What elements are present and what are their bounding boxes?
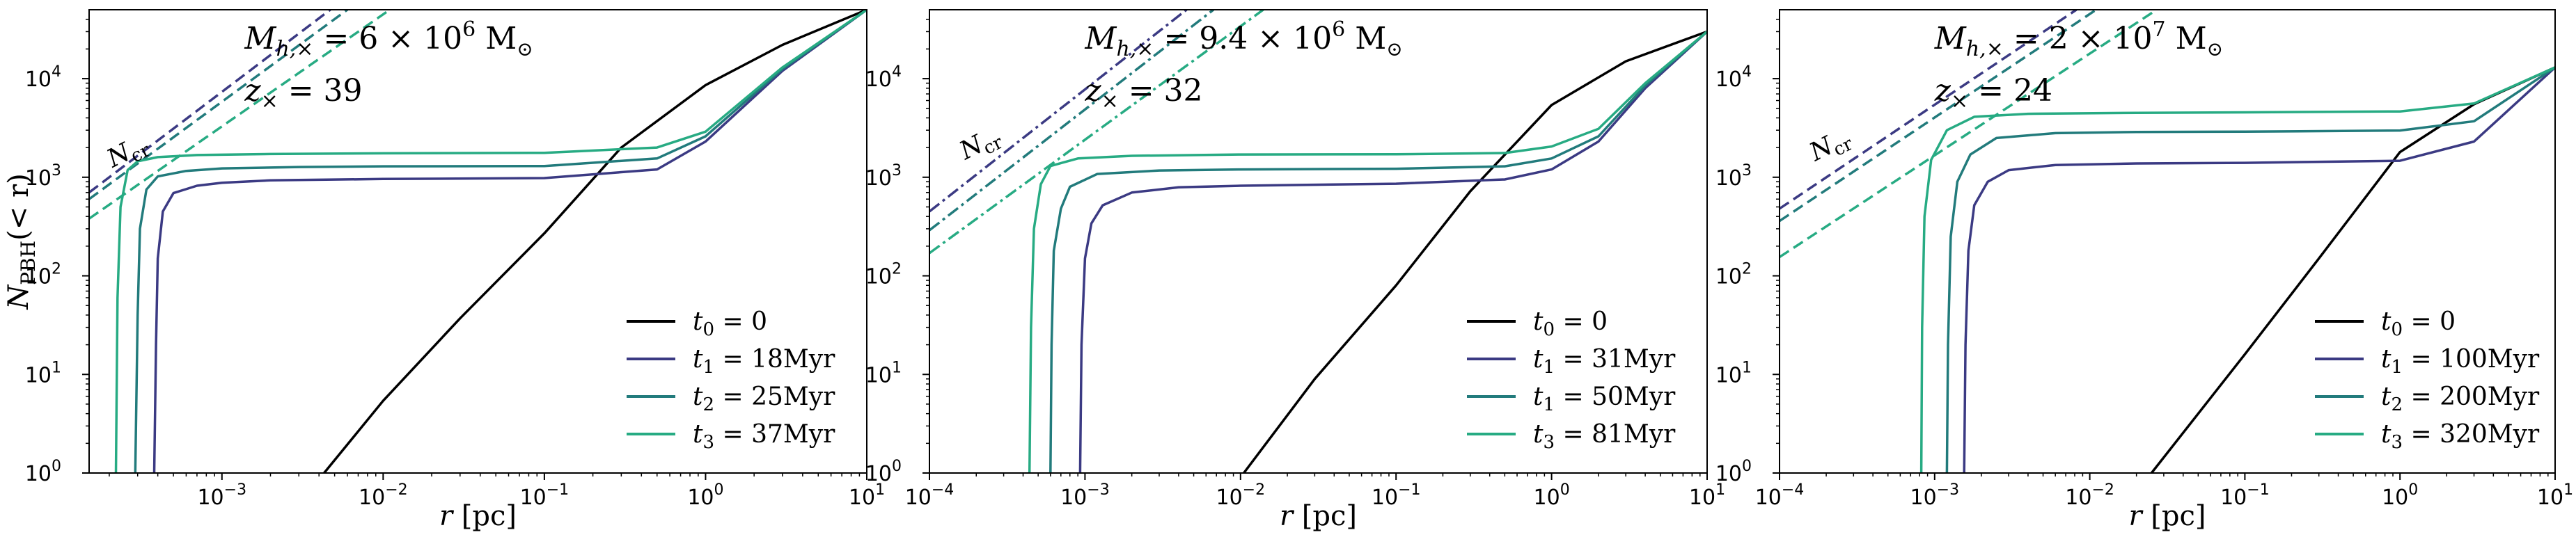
ncr-line-3 [89, 10, 391, 220]
redshift-annotation: z× = 32 [1084, 73, 1202, 113]
legend-entry-0: t0 = 0 [2381, 307, 2456, 340]
ncr-line-3 [1780, 10, 2158, 259]
x-tick-label: 10−3 [197, 481, 246, 510]
y-tick-label: 102 [865, 261, 902, 289]
legend-entry-1: t1 = 100Myr [2381, 345, 2540, 378]
y-tick-label: 103 [25, 162, 61, 191]
chart-panel-1: 10−3 10−2 10−1 100 101100101102103104NcrMh,×… [3, 9, 885, 532]
ncr-label: Ncr [955, 122, 1007, 170]
legend-entry-1: t1 = 31Myr [1533, 345, 1676, 378]
series-line-0 [2150, 66, 2555, 473]
redshift-annotation: z× = 39 [244, 73, 362, 113]
legend-entry-0: t0 = 0 [693, 307, 767, 340]
series-line-3 [1028, 31, 1707, 473]
x-tick-label: 10−3 [1910, 481, 1959, 510]
y-tick-label: 100 [25, 458, 61, 486]
ncr-label: Ncr [1805, 123, 1857, 171]
x-tick-label: 10−1 [520, 481, 570, 510]
legend-entry-3: t3 = 320Myr [2381, 420, 2540, 453]
ncr-line-1 [929, 10, 1188, 213]
redshift-annotation: z× = 24 [1934, 73, 2052, 113]
legend-entry-2: t2 = 25Myr [693, 383, 835, 415]
x-tick-label: 10−2 [2065, 481, 2114, 510]
chart-panel-2: 10−4 10−3 10−2 10−1 100 101 100 101 102 103 104 Ncr… [865, 9, 1725, 532]
plot-area [929, 10, 1707, 473]
legend-entry-0: t0 = 0 [1533, 307, 1608, 340]
y-tick-label: 103 [1715, 162, 1752, 191]
ncr-line-3 [929, 10, 1264, 255]
x-axis-label: r [pc] [1280, 500, 1357, 532]
y-tick-label: 100 [865, 458, 902, 486]
y-axis-label: NPBH(< r) [3, 173, 40, 310]
x-tick-label: 10−2 [359, 481, 408, 510]
legend-entry-1: t1 = 18Myr [693, 345, 835, 378]
x-tick-label: 101 [849, 481, 885, 510]
legend-entry-3: t3 = 37Myr [693, 420, 835, 453]
x-tick-label: 100 [2382, 481, 2418, 510]
y-tick-label: 101 [25, 359, 61, 387]
plot-frame [929, 9, 1708, 474]
ncr-line-1 [1780, 10, 2078, 210]
y-tick-label: 104 [1715, 63, 1752, 92]
legend-entry-3: t3 = 81Myr [1533, 420, 1676, 453]
series-line-0 [1243, 30, 1707, 473]
x-axis-label: r [pc] [2128, 500, 2206, 532]
series-line-2 [1049, 31, 1707, 473]
plot-frame [88, 9, 867, 474]
ncr-line-2 [1780, 10, 2097, 223]
plot-frame [1779, 9, 2556, 474]
y-tick-label: 103 [865, 162, 902, 191]
y-tick-label: 102 [25, 261, 61, 289]
legend-entry-2: t1 = 50Myr [1533, 383, 1676, 415]
x-tick-label: 10−4 [905, 481, 955, 510]
series-line-1 [152, 10, 867, 473]
series-line-2 [134, 10, 867, 473]
x-tick-label: 10−1 [1372, 481, 1421, 510]
y-tick-label: 101 [1715, 359, 1752, 387]
x-tick-label: 100 [1534, 481, 1570, 510]
x-tick-label: 101 [1689, 481, 1725, 510]
series-line-0 [323, 10, 867, 473]
x-tick-label: 10−4 [1755, 481, 1805, 510]
legend-entry-2: t2 = 200Myr [2381, 383, 2540, 415]
ncr-line-1 [89, 10, 331, 194]
series-line-3 [1919, 66, 2555, 473]
x-tick-label: 10−2 [1216, 481, 1265, 510]
y-tick-label: 100 [1715, 458, 1752, 486]
mass-annotation: Mh,× = 6 × 106 M⊙ [244, 17, 533, 61]
y-tick-label: 104 [25, 63, 61, 92]
x-axis-label: r [pc] [439, 500, 517, 532]
series-line-1 [1078, 31, 1707, 473]
series-line-1 [1963, 66, 2555, 473]
mass-annotation: Mh,× = 2 × 107 M⊙ [1934, 17, 2223, 61]
y-tick-label: 102 [1715, 261, 1752, 289]
x-tick-label: 10−3 [1060, 481, 1110, 510]
x-tick-label: 10−1 [2220, 481, 2270, 510]
plot-area [1780, 10, 2555, 473]
plot-area [89, 10, 867, 473]
y-tick-label: 101 [865, 359, 902, 387]
series-line-3 [114, 10, 867, 473]
series-line-2 [1945, 66, 2555, 473]
x-tick-label: 100 [687, 481, 723, 510]
x-tick-label: 101 [2537, 481, 2573, 510]
y-tick-label: 104 [865, 63, 902, 92]
chart-panel-3: 10−4 10−3 10−2 10−1 100 101 100 101 102 103 104 Ncr… [1715, 9, 2573, 532]
mass-annotation: Mh,× = 9.4 × 106 M⊙ [1084, 17, 1402, 61]
